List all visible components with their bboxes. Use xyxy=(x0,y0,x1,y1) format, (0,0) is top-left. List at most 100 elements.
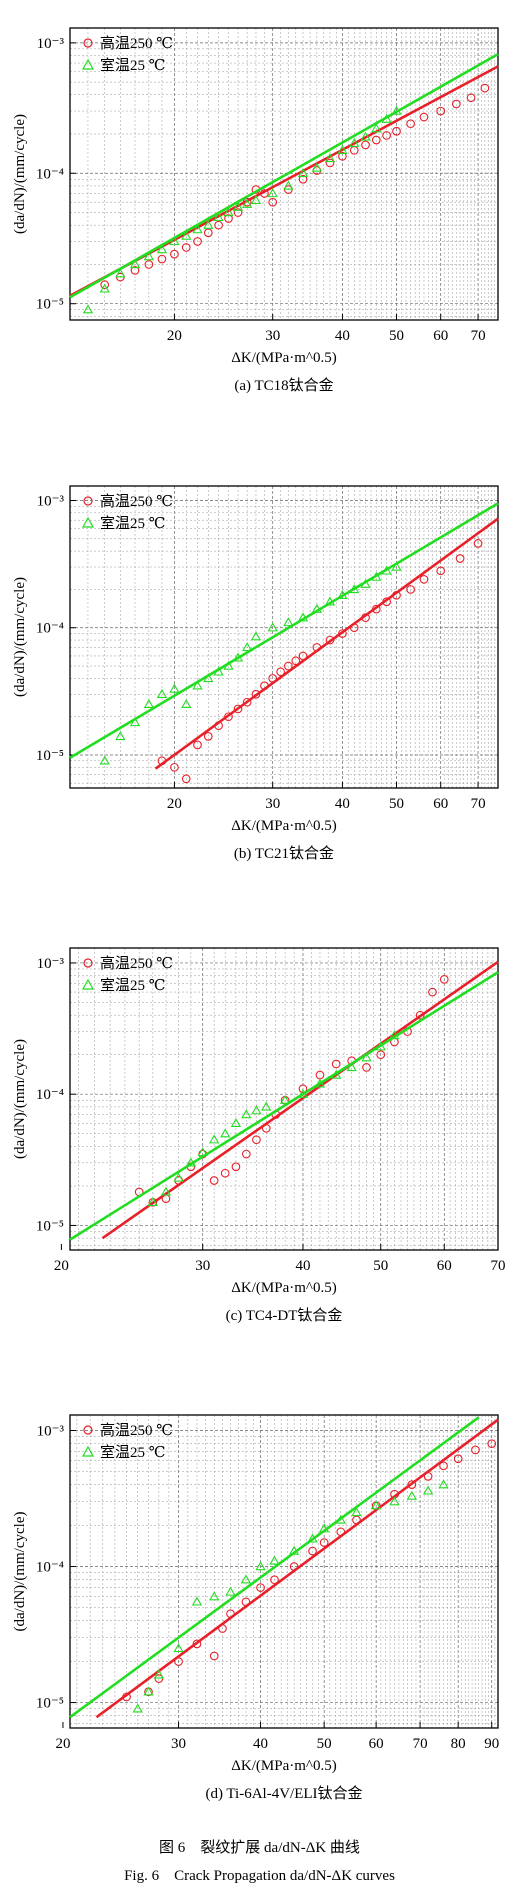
legend-marker-circle xyxy=(83,1425,93,1435)
data-point xyxy=(232,201,244,211)
data-point xyxy=(406,1490,417,1500)
data-point xyxy=(455,554,465,563)
data-point xyxy=(143,699,155,709)
data-point xyxy=(169,683,180,693)
data-point xyxy=(382,131,391,140)
data-point xyxy=(351,1507,362,1517)
legend: 高温250 ℃ 室温25 ℃ xyxy=(81,493,173,532)
data-point xyxy=(242,642,253,652)
y-tick-label: 10⁻⁴ xyxy=(36,1087,64,1103)
data-point xyxy=(283,617,294,627)
data-point xyxy=(115,268,126,278)
y-axis-label: (da/dN)/(mm/cycle) xyxy=(12,1039,28,1159)
y-tick-label: 10⁻³ xyxy=(37,956,65,972)
series-0 xyxy=(134,975,449,1207)
data-point xyxy=(269,1555,280,1565)
data-point xyxy=(241,1109,252,1119)
data-point xyxy=(160,1186,172,1196)
y-tick-label: 10⁻³ xyxy=(37,1423,65,1439)
x-axis-label: ΔK/(MPa·m^0.5) xyxy=(231,818,336,834)
data-point xyxy=(233,704,243,714)
data-point xyxy=(213,211,224,221)
chart-panel-3: 20 30 40 50 60 70 80 90 10⁻⁵ 10⁻⁴ 10⁻³ ΔK/(MPa·m^0.… xyxy=(12,1414,499,1802)
x-tick-label: 60 xyxy=(437,1258,452,1274)
data-point xyxy=(297,167,309,177)
data-point xyxy=(480,83,490,93)
data-point xyxy=(154,1674,164,1683)
data-point xyxy=(439,1461,448,1471)
data-point xyxy=(283,661,293,671)
data-point xyxy=(428,987,437,997)
plot-frame xyxy=(69,27,499,321)
data-point xyxy=(267,622,278,632)
data-point xyxy=(223,207,234,217)
data-point xyxy=(99,755,110,765)
data-point xyxy=(170,249,179,259)
x-tick-label: 70 xyxy=(413,1736,428,1752)
y-tick-label: 10⁻³ xyxy=(37,36,65,52)
x-tick-label: 50 xyxy=(389,328,404,344)
data-point xyxy=(261,1101,272,1111)
data-point xyxy=(240,1574,252,1584)
data-point xyxy=(209,1651,219,1661)
data-point xyxy=(220,1168,230,1178)
fit-line-0 xyxy=(95,1418,499,1719)
data-point xyxy=(406,585,415,594)
series-1 xyxy=(132,1479,449,1713)
data-point xyxy=(181,699,192,709)
data-point xyxy=(82,304,94,314)
x-tick-label: 30 xyxy=(195,1258,210,1274)
data-point xyxy=(191,1596,203,1606)
data-point xyxy=(203,228,213,238)
data-point xyxy=(100,280,110,289)
fit-line-1 xyxy=(69,1416,480,1719)
data-point xyxy=(192,680,203,690)
data-point xyxy=(251,1105,262,1115)
legend-marker-circle xyxy=(83,958,93,968)
y-tick-label: 10⁻⁵ xyxy=(36,297,64,313)
data-point xyxy=(360,131,371,141)
data-point xyxy=(346,1062,357,1072)
series-0 xyxy=(100,83,490,289)
data-point xyxy=(438,1479,449,1489)
data-point xyxy=(439,975,449,984)
fit-line-1 xyxy=(69,502,499,759)
y-tick-label: 10⁻⁵ xyxy=(36,1218,64,1234)
data-point xyxy=(173,1172,184,1182)
plot-frame xyxy=(69,1414,499,1729)
data-point xyxy=(220,1128,231,1138)
data-point xyxy=(419,575,429,584)
data-point xyxy=(337,145,348,155)
series-0 xyxy=(157,539,483,784)
x-tick-label: 20 xyxy=(167,328,182,344)
data-point xyxy=(361,140,370,150)
data-point xyxy=(466,93,476,103)
legend-label: 高温250 ℃ xyxy=(100,1422,173,1439)
data-point xyxy=(231,1162,241,1172)
data-point xyxy=(291,656,301,666)
data-point xyxy=(308,1546,317,1556)
plot-frame xyxy=(69,947,499,1251)
data-point xyxy=(252,1135,261,1145)
x-axis-label: ΔK/(MPa·m^0.5) xyxy=(231,1758,336,1774)
x-axis-label: ΔK/(MPa·m^0.5) xyxy=(231,1280,336,1296)
data-point xyxy=(147,1197,158,1207)
data-point xyxy=(192,224,203,234)
data-point xyxy=(99,283,110,293)
data-point xyxy=(156,244,168,254)
y-tick-label: 10⁻⁵ xyxy=(36,1696,64,1712)
data-point xyxy=(389,1496,400,1506)
data-point xyxy=(298,174,308,184)
data-point xyxy=(250,195,262,205)
data-point xyxy=(208,1134,220,1144)
x-tick-label: 50 xyxy=(373,1258,388,1274)
y-tick-label: 10⁻³ xyxy=(37,493,65,509)
data-point xyxy=(255,1561,266,1571)
data-point xyxy=(241,1149,251,1159)
legend-label: 室温25 ℃ xyxy=(100,977,166,994)
data-point xyxy=(173,1643,184,1653)
data-point xyxy=(270,1575,279,1585)
data-point xyxy=(203,732,213,741)
x-tick-label: 30 xyxy=(265,328,280,344)
y-tick-label: 10⁻⁴ xyxy=(36,1560,64,1576)
